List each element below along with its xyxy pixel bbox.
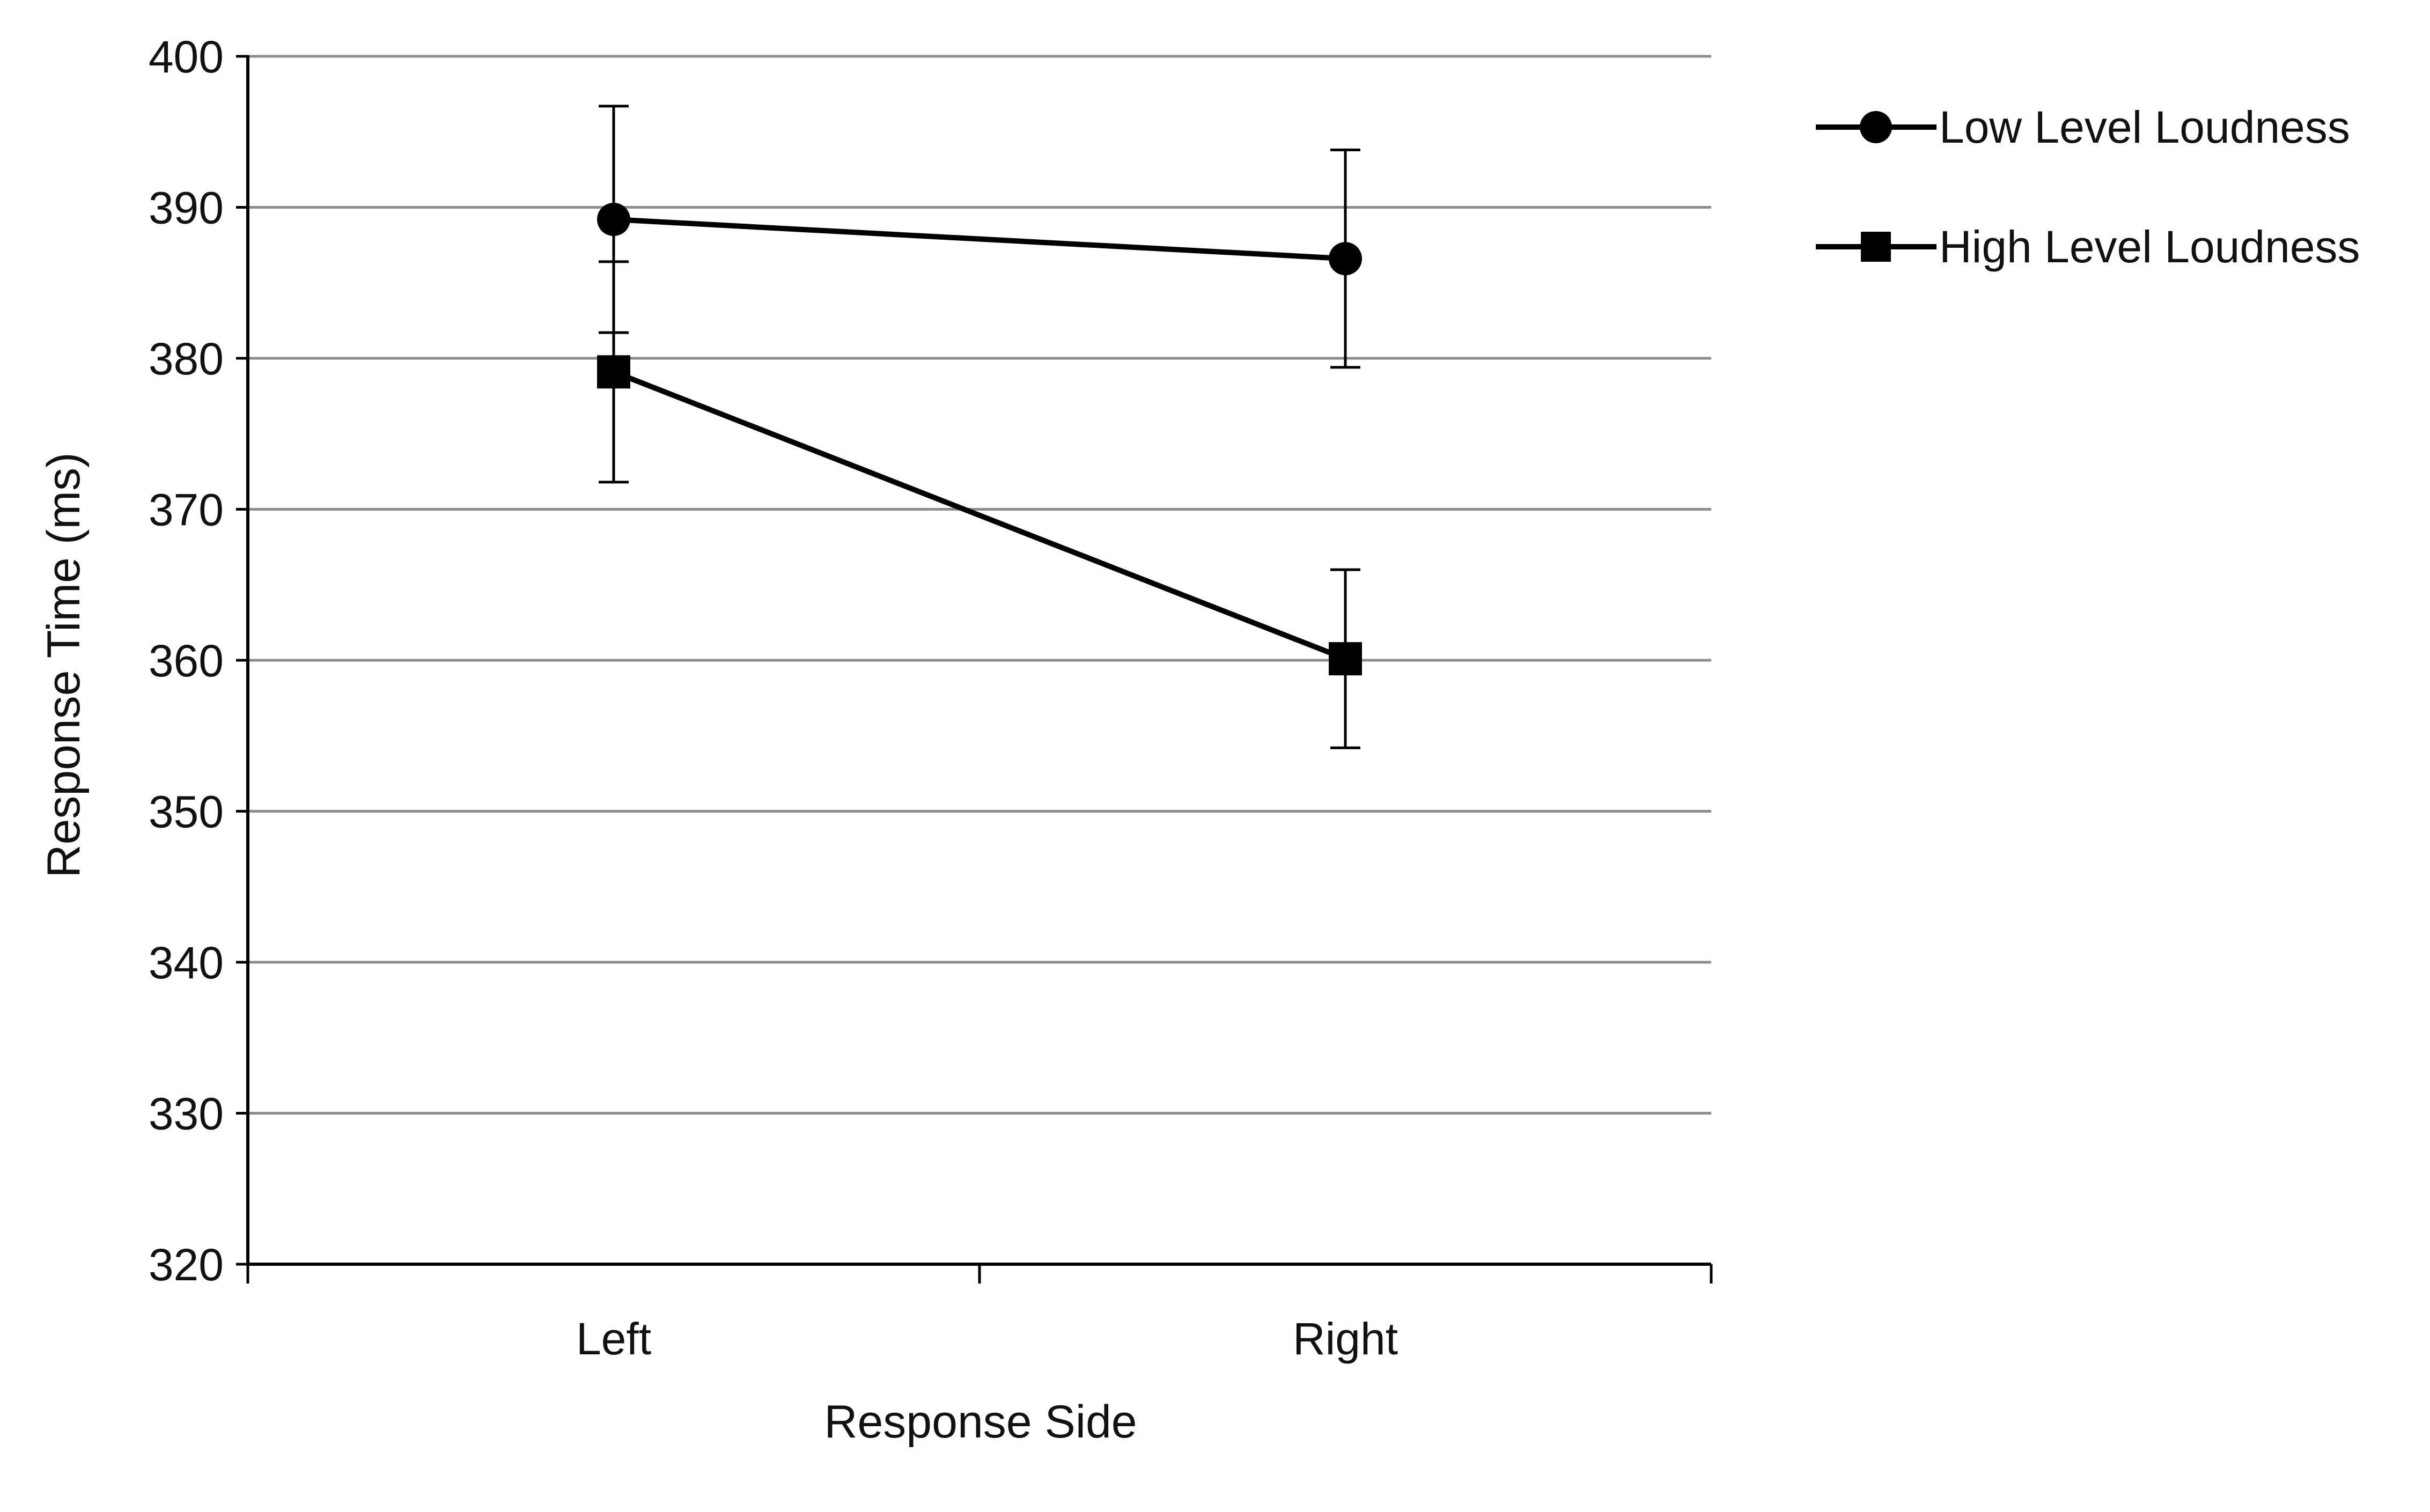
y-tick-label: 330 [149, 1089, 224, 1139]
x-tick-label-right: Right [1293, 1314, 1398, 1364]
legend-label-low: Low Level Loudness [1939, 102, 2350, 152]
y-tick-label: 360 [149, 636, 224, 686]
x-tick-label-left: Left [576, 1314, 651, 1364]
axes [236, 55, 1713, 1284]
y-tick-label: 390 [149, 183, 224, 233]
legend: Low Level Loudness High Level Loudness [1816, 102, 2360, 272]
series-line-high-level-loudness [613, 369, 1346, 661]
y-axis-title: Response Time (ms) [38, 452, 90, 877]
y-tick-labels: 320 330 340 350 360 370 380 390 400 [149, 32, 224, 1290]
data-point-high-level-loudness [597, 355, 630, 389]
y-tick-label: 340 [149, 938, 224, 988]
y-tick-label: 400 [149, 32, 224, 82]
data-point-low-level-loudness [1329, 242, 1362, 276]
series-line-low-level-loudness [613, 217, 1346, 262]
legend-item-low-level-loudness: Low Level Loudness [1816, 102, 2350, 152]
data-point-high-level-loudness [1329, 642, 1362, 676]
y-tick-label: 370 [149, 485, 224, 535]
gridlines [248, 55, 1711, 1115]
data-point-low-level-loudness [597, 203, 630, 237]
x-axis-title: Response Side [824, 1396, 1137, 1448]
legend-item-high-level-loudness: High Level Loudness [1816, 222, 2360, 272]
y-tick-label: 380 [149, 334, 224, 384]
legend-marker-circle [1860, 111, 1892, 143]
y-tick-label: 320 [149, 1240, 224, 1290]
y-tick-label: 350 [149, 787, 224, 837]
legend-marker-square [1861, 232, 1891, 262]
x-tick-labels: Left Right [576, 1314, 1398, 1364]
data-series [597, 105, 1362, 749]
legend-label-high: High Level Loudness [1939, 222, 2360, 272]
